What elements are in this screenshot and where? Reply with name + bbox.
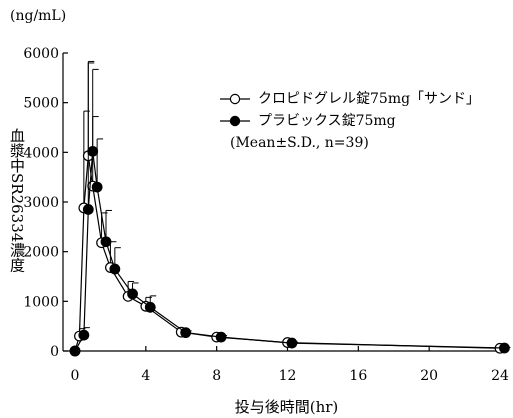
data-point-filled [144,301,156,313]
data-point-filled [499,342,510,354]
y-tick-label: 6000 [23,46,59,62]
data-point-filled [69,345,81,357]
y-unit-label: (ng/mL) [10,8,67,24]
data-point-filled [127,288,138,300]
data-point-filled [91,181,103,193]
data-point-filled [78,329,90,341]
x-tick-label: 8 [212,368,221,384]
legend-label-sandoz: クロピドグレル錠75mg「サンド」 [258,91,481,107]
y-axis-title: 血漿中SR26334濃度 [8,128,26,273]
legend-label-plavix: プラビックス錠75mg [258,113,396,129]
x-tick-label: 4 [141,368,150,384]
legend-entry-plavix: プラビックス錠75mg [220,110,480,132]
y-tick-label: 0 [50,344,59,360]
data-point-filled [87,145,99,157]
y-tick-label: 3000 [23,195,59,211]
x-tick-label: 0 [71,368,80,384]
legend-note: (Mean±S.D., n=39) [230,135,369,151]
legend: クロピドグレル錠75mg「サンド」 プラビックス錠75mg (Mean±S.D.… [220,88,480,154]
x-tick-label: 16 [349,368,367,384]
legend-filled-circle-icon [220,115,250,127]
x-tick-label: 12 [279,368,297,384]
data-point-filled [286,337,298,349]
y-tick-label: 4000 [23,145,59,161]
data-point-filled [109,263,121,275]
data-point-filled [180,327,192,339]
series-line-2 [74,151,505,352]
legend-open-circle-icon [220,93,250,105]
x-axis-title: 投与後時間(hr) [234,398,339,416]
data-point-filled [100,236,112,248]
x-tick-label: 20 [420,368,438,384]
y-tick-label: 2000 [23,245,59,261]
y-tick-label: 5000 [23,96,59,112]
y-tick-label: 1000 [23,294,59,310]
legend-entry-sandoz: クロピドグレル錠75mg「サンド」 [220,88,480,110]
data-point-filled [215,331,227,343]
data-point-filled [82,204,94,215]
x-tick-label: 24 [491,368,509,384]
series-line-1 [74,155,501,352]
